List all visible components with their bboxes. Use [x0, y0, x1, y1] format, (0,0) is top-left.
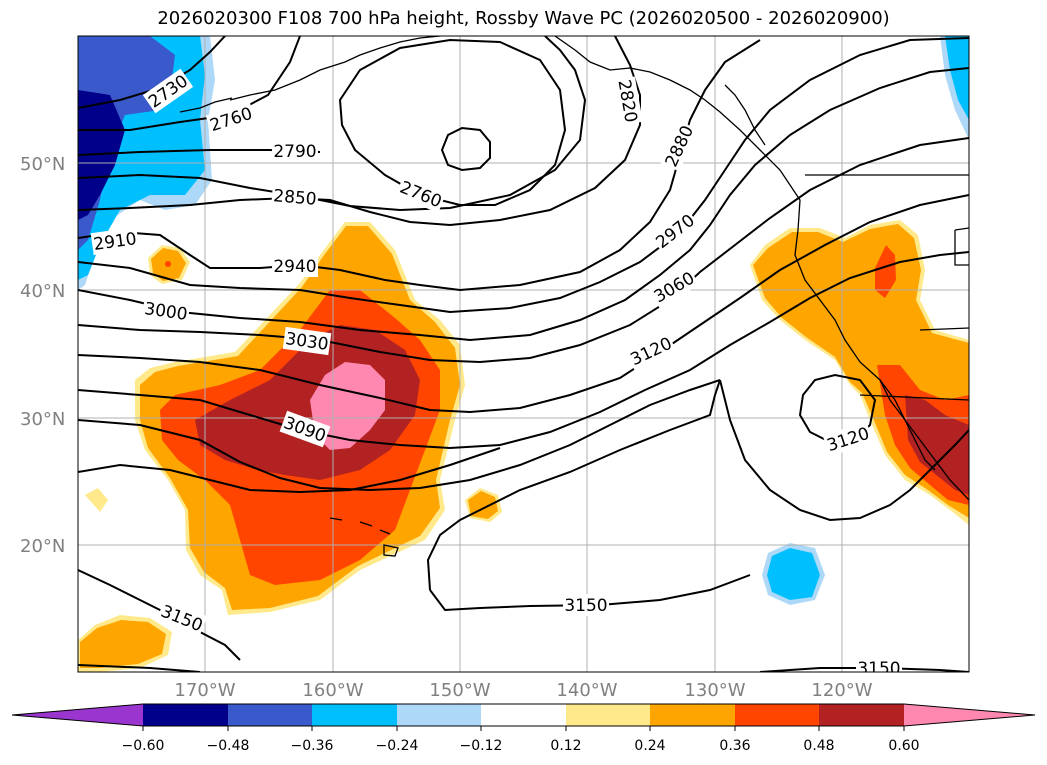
colorbar-segment [143, 704, 228, 726]
lon-label-120w: 120°W [811, 680, 872, 701]
colorbar-segment [397, 704, 481, 726]
lat-label-40n: 40°N [20, 281, 65, 302]
colorbar-segment [481, 704, 566, 726]
high-pressure-loops [338, 38, 969, 591]
longitude-labels: 170°W 160°W 150°W 140°W 130°W 120°W [174, 680, 872, 701]
colorbar-segment [566, 704, 650, 726]
colorbar: −0.60 −0.48 −0.36 −0.24 −0.12 0.12 0.24 … [11, 703, 1036, 754]
lon-label-130w: 130°W [684, 680, 745, 701]
lon-label-140w: 140°W [556, 680, 617, 701]
latitude-labels: 50°N 40°N 30°N 20°N [20, 154, 65, 557]
colorbar-tick-label: 0.24 [634, 738, 665, 754]
colorbar-tick-label: −0.48 [207, 738, 250, 754]
positive-anomaly-west-coast [750, 220, 969, 525]
colorbar-tick-label: −0.36 [291, 738, 334, 754]
colorbar-tick-label: 0.36 [719, 738, 750, 754]
contour-label-2850: 2850 [272, 186, 317, 210]
colorbar-tick-label: 0.12 [550, 738, 581, 754]
lon-label-170w: 170°W [174, 680, 235, 701]
lon-label-150w: 150°W [429, 680, 490, 701]
colorbar-tick-label: −0.60 [122, 738, 165, 754]
contour-label-2790: 2790 [273, 142, 316, 162]
lat-label-50n: 50°N [20, 154, 65, 175]
colorbar-extend-max [904, 704, 1035, 726]
map-plot-area: 2730 2760 2790 2850 2910 2940 3000 3030 … [78, 36, 969, 679]
colorbar-segment [819, 704, 904, 726]
colorbar-segment [650, 704, 735, 726]
colorbar-segment [312, 704, 397, 726]
negative-anomaly-east-pacific [762, 543, 825, 605]
lat-label-20n: 20°N [20, 536, 65, 557]
map-title: 2026020300 F108 700 hPa height, Rossby W… [157, 8, 890, 29]
colorbar-tick-label: −0.12 [460, 738, 503, 754]
colorbar-segment [228, 704, 312, 726]
contour-label-2940: 2940 [273, 257, 316, 277]
lat-label-30n: 30°N [20, 409, 65, 430]
colorbar-tick-label: −0.24 [376, 738, 419, 754]
colorbar-segment [735, 704, 819, 726]
contour-label-3150-center: 3150 [564, 596, 607, 616]
map-frame [77, 35, 970, 673]
colorbar-tick-label: 0.48 [803, 738, 834, 754]
negative-anomaly-northeast [940, 36, 969, 140]
colorbar-extend-min [12, 704, 143, 726]
colorbar-tick-label: 0.60 [888, 738, 919, 754]
contour-label-3150-east: 3150 [857, 659, 900, 679]
coastlines [179, 36, 969, 557]
lon-label-160w: 160°W [302, 680, 363, 701]
